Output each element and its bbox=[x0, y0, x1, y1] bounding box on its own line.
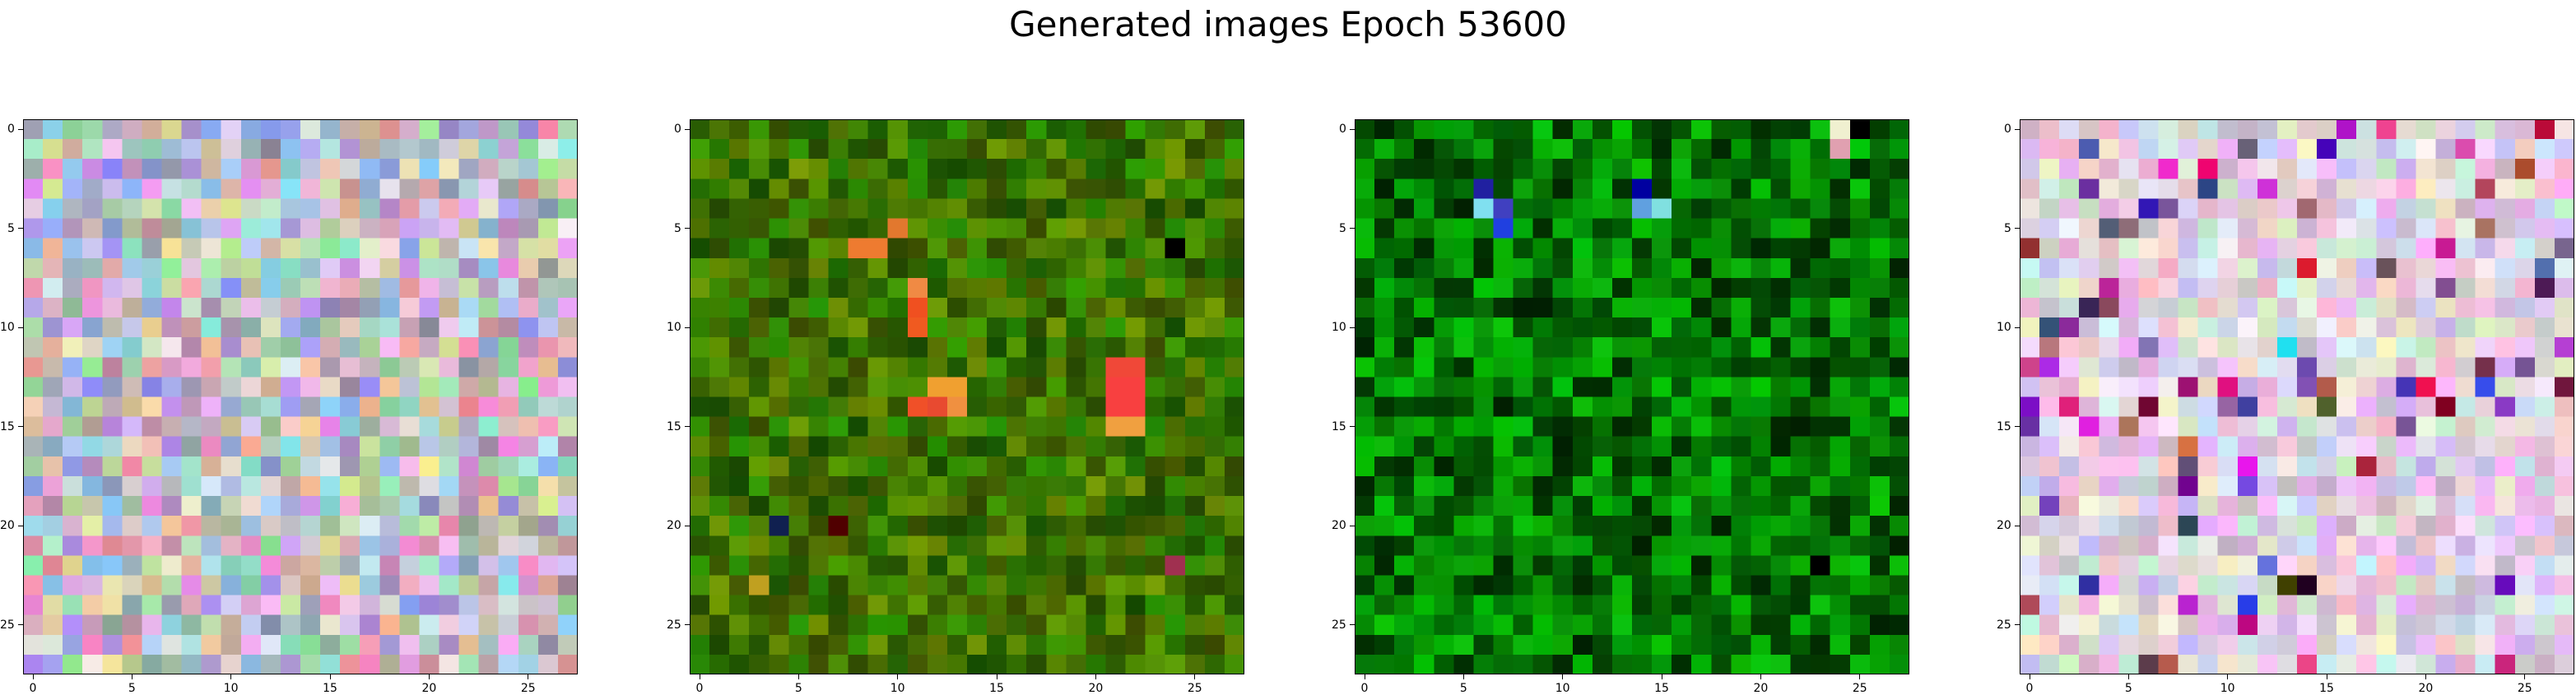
x-tick-label: 25 bbox=[1187, 682, 1202, 695]
x-tick-mark bbox=[797, 674, 799, 679]
x-tick-mark bbox=[897, 674, 899, 679]
x-tick-label: 25 bbox=[1852, 682, 1867, 695]
y-tick-mark bbox=[2015, 327, 2020, 328]
x-tick-label: 5 bbox=[128, 682, 136, 695]
x-tick-label: 10 bbox=[2220, 682, 2235, 695]
x-tick-mark bbox=[329, 674, 331, 679]
x-tick-label: 20 bbox=[2418, 682, 2434, 695]
y-tick-mark bbox=[685, 624, 690, 626]
heatmap-image-3 bbox=[1355, 119, 1909, 674]
x-tick-label: 25 bbox=[520, 682, 536, 695]
y-tick-label: 15 bbox=[0, 419, 15, 433]
x-tick-mark bbox=[131, 674, 133, 679]
x-tick-mark bbox=[2524, 674, 2526, 679]
heatmap-image-4 bbox=[2020, 119, 2574, 674]
x-tick-mark bbox=[1462, 674, 1464, 679]
x-tick-label: 25 bbox=[2517, 682, 2532, 695]
x-tick-label: 20 bbox=[1753, 682, 1769, 695]
y-tick-mark bbox=[1350, 624, 1355, 626]
y-tick-label: 5 bbox=[7, 221, 15, 235]
x-tick-mark bbox=[1562, 674, 1564, 679]
y-tick-mark bbox=[18, 327, 23, 328]
y-tick-mark bbox=[18, 228, 23, 229]
y-tick-mark bbox=[685, 327, 690, 328]
y-tick-label: 10 bbox=[667, 321, 681, 335]
x-tick-mark bbox=[1859, 674, 1861, 679]
y-tick-label: 10 bbox=[1997, 321, 2011, 335]
y-tick-label: 5 bbox=[2004, 221, 2011, 235]
x-tick-label: 0 bbox=[695, 682, 704, 695]
y-tick-mark bbox=[18, 624, 23, 626]
y-tick-mark bbox=[685, 426, 690, 428]
y-tick-label: 0 bbox=[2004, 123, 2011, 137]
figure-title: Generated images Epoch 53600 bbox=[1009, 4, 1567, 44]
y-tick-label: 15 bbox=[1332, 419, 1346, 433]
x-tick-mark bbox=[32, 674, 34, 679]
heatmap-image-2 bbox=[690, 119, 1244, 674]
y-tick-label: 0 bbox=[1339, 123, 1346, 137]
y-tick-label: 5 bbox=[674, 221, 681, 235]
y-tick-label: 10 bbox=[1332, 321, 1346, 335]
y-tick-mark bbox=[1350, 426, 1355, 428]
y-tick-mark bbox=[2015, 426, 2020, 428]
x-tick-label: 5 bbox=[2124, 682, 2132, 695]
image-panel-2: 0 5 10 15 20 25 0 5 10 15 20 25 bbox=[667, 119, 1244, 695]
y-tick-mark bbox=[1350, 228, 1355, 229]
x-tick-mark bbox=[2127, 674, 2129, 679]
y-tick-label: 25 bbox=[1332, 618, 1346, 632]
y-tick-label: 20 bbox=[1997, 519, 2011, 533]
y-tick-mark bbox=[2015, 624, 2020, 626]
y-tick-label: 20 bbox=[0, 519, 15, 533]
y-tick-mark bbox=[2015, 128, 2020, 130]
x-tick-mark bbox=[230, 674, 232, 679]
y-tick-mark bbox=[1350, 327, 1355, 328]
y-tick-mark bbox=[18, 128, 23, 130]
x-tick-label: 5 bbox=[1459, 682, 1467, 695]
y-tick-label: 5 bbox=[1339, 221, 1346, 235]
y-tick-label: 25 bbox=[667, 618, 681, 632]
image-panel-3: 0 5 10 15 20 25 0 5 10 15 20 25 bbox=[1332, 119, 1909, 695]
x-tick-label: 0 bbox=[2025, 682, 2034, 695]
y-tick-mark bbox=[18, 426, 23, 428]
x-tick-label: 10 bbox=[223, 682, 239, 695]
x-tick-label: 15 bbox=[2319, 682, 2334, 695]
x-tick-label: 5 bbox=[794, 682, 802, 695]
x-tick-label: 15 bbox=[989, 682, 1004, 695]
y-tick-mark bbox=[685, 228, 690, 229]
x-tick-mark bbox=[428, 674, 430, 679]
y-tick-mark bbox=[685, 128, 690, 130]
x-tick-label: 20 bbox=[1088, 682, 1104, 695]
y-tick-mark bbox=[2015, 228, 2020, 229]
x-tick-label: 0 bbox=[29, 682, 37, 695]
x-tick-label: 15 bbox=[1654, 682, 1669, 695]
image-panel-1: 0 5 10 15 20 25 0 5 10 15 20 25 bbox=[0, 119, 578, 695]
x-tick-mark bbox=[1760, 674, 1761, 679]
y-tick-label: 15 bbox=[667, 419, 681, 433]
image-panel-4: 0 5 10 15 20 25 0 5 10 15 20 25 bbox=[1997, 119, 2574, 695]
y-tick-label: 10 bbox=[0, 321, 15, 335]
y-tick-mark bbox=[1350, 128, 1355, 130]
x-tick-mark bbox=[1095, 674, 1096, 679]
heatmap-image-1 bbox=[23, 119, 578, 674]
x-tick-label: 10 bbox=[890, 682, 905, 695]
y-tick-label: 20 bbox=[667, 519, 681, 533]
x-tick-mark bbox=[2425, 674, 2426, 679]
x-tick-label: 20 bbox=[421, 682, 437, 695]
y-tick-label: 0 bbox=[674, 123, 681, 137]
y-tick-label: 20 bbox=[1332, 519, 1346, 533]
x-tick-label: 15 bbox=[323, 682, 337, 695]
x-tick-mark bbox=[1194, 674, 1196, 679]
x-tick-mark bbox=[2227, 674, 2229, 679]
x-tick-label: 0 bbox=[1360, 682, 1369, 695]
y-tick-label: 25 bbox=[0, 618, 15, 632]
y-tick-label: 0 bbox=[7, 123, 15, 137]
y-tick-label: 15 bbox=[1997, 419, 2011, 433]
y-tick-label: 25 bbox=[1997, 618, 2011, 632]
x-tick-label: 10 bbox=[1555, 682, 1570, 695]
